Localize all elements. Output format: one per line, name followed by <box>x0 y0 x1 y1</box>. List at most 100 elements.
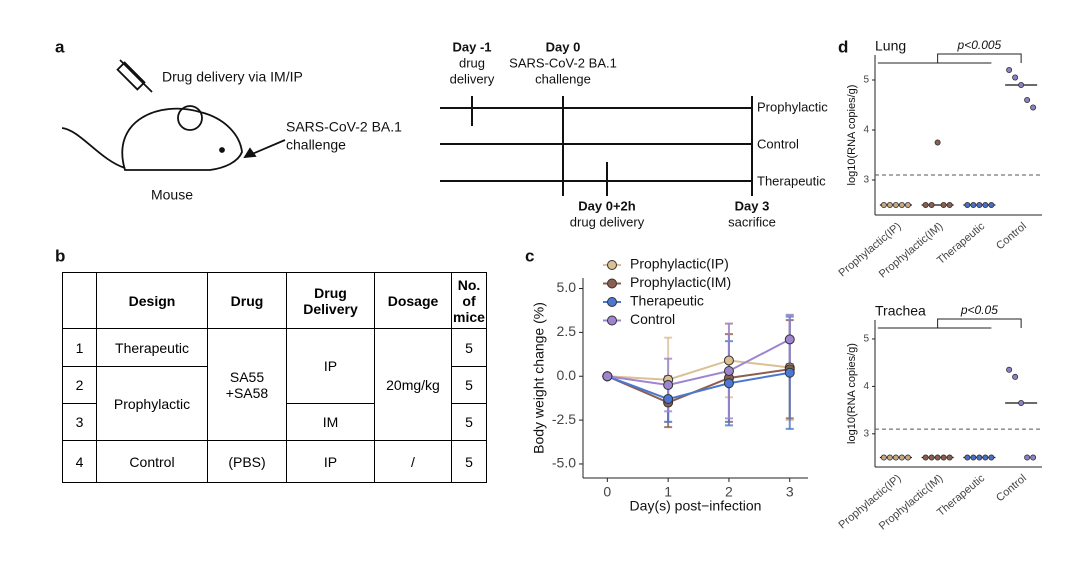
point <box>784 367 795 378</box>
header-cell: Drug Delivery <box>286 272 375 329</box>
timeline <box>440 96 753 196</box>
y-tick-label: 5.0 <box>557 279 577 295</box>
legend-label: Prophylactic(IM) <box>630 274 731 290</box>
diagram-text: SARS-CoV-2 BA.1 <box>286 119 402 135</box>
bracket <box>937 318 1022 328</box>
point <box>898 201 905 208</box>
y-tick-label: 4 <box>863 125 869 136</box>
cell: 20mg/kg <box>374 328 452 441</box>
group-label: Prophylactic <box>757 99 828 114</box>
point <box>1030 104 1037 111</box>
panel-label: d <box>838 37 848 56</box>
x-tick-label: 3 <box>786 484 794 500</box>
point <box>940 201 947 208</box>
cell: 2 <box>62 366 97 404</box>
diagram-text: Drug delivery via IM/IP <box>162 69 303 85</box>
point <box>988 454 995 461</box>
y-tick-label: -5.0 <box>552 455 576 471</box>
point <box>934 139 941 146</box>
legend-marker <box>607 315 617 326</box>
point <box>904 454 911 461</box>
cell: Control <box>96 440 208 483</box>
bracket <box>937 53 1022 63</box>
point <box>1018 399 1025 406</box>
point <box>880 201 887 208</box>
panel-label: a <box>55 37 65 56</box>
y-tick-label: 3 <box>863 428 869 439</box>
cell: 5 <box>451 366 487 404</box>
x-tick-label: Control <box>994 472 1029 504</box>
x-tick-label: 1 <box>664 484 672 500</box>
cell: 5 <box>451 403 487 441</box>
design-table: Design Drug Drug Delivery Dosage No. of … <box>62 272 487 483</box>
point <box>976 201 983 208</box>
annotation: p<0.05 <box>960 303 998 317</box>
header-cell: No. of mice <box>451 272 487 329</box>
header-cell: Drug <box>207 272 287 329</box>
cell: 1 <box>62 328 97 367</box>
point <box>784 334 795 345</box>
point <box>892 454 899 461</box>
point <box>982 201 989 208</box>
point <box>1006 366 1013 373</box>
cell: (PBS) <box>207 440 287 483</box>
y-axis-label: log10(RNA copies/g) <box>846 343 858 444</box>
point <box>886 454 893 461</box>
point <box>964 454 971 461</box>
y-tick-label: 4 <box>863 381 869 392</box>
point <box>922 454 929 461</box>
point <box>1030 454 1037 461</box>
panel-title: Lung <box>875 38 906 54</box>
timeline-label: Day 0+2h <box>578 198 636 213</box>
cell: / <box>374 440 452 483</box>
x-tick-label: 2 <box>725 484 733 500</box>
cell: IM <box>286 403 375 441</box>
cell: 5 <box>451 440 487 483</box>
panel-title: Trachea <box>875 303 926 319</box>
y-axis-label: log10(RNA copies/g) <box>846 85 858 186</box>
point <box>928 454 935 461</box>
timeline-note: challenge <box>535 71 591 86</box>
diagram-text: challenge <box>286 137 346 153</box>
timeline-label: Day 0 <box>546 39 581 54</box>
point <box>1024 454 1031 461</box>
point <box>723 365 734 376</box>
point <box>663 394 674 405</box>
point <box>886 201 893 208</box>
point <box>940 454 947 461</box>
y-tick-label: 5 <box>863 334 869 345</box>
y-axis-label: Body weight change (%) <box>531 302 547 454</box>
y-tick-label: 3 <box>863 175 869 186</box>
header-cell: Design <box>96 272 208 329</box>
diagram-text: Mouse <box>151 187 193 203</box>
legend-label: Therapeutic <box>630 293 704 309</box>
timeline-note: drug <box>459 55 485 70</box>
cell: 3 <box>62 403 97 441</box>
cell: Prophylactic <box>96 366 208 441</box>
timeline-label: Day -1 <box>452 39 491 54</box>
legend-marker <box>607 260 617 270</box>
header-cell: Dosage <box>374 272 452 329</box>
legend-label: Prophylactic(IP) <box>630 256 729 272</box>
point <box>946 454 953 461</box>
cell: 4 <box>62 440 97 483</box>
point <box>970 201 977 208</box>
point <box>1024 97 1031 104</box>
legend-marker <box>607 297 617 307</box>
point <box>723 355 734 366</box>
x-tick-label: Control <box>994 220 1029 252</box>
y-tick-label: -2.5 <box>552 411 576 427</box>
series-line <box>607 359 790 381</box>
mouse-drawing <box>61 59 286 171</box>
point <box>976 454 983 461</box>
point <box>904 201 911 208</box>
point <box>982 454 989 461</box>
point <box>663 380 674 391</box>
point <box>970 454 977 461</box>
group-label: Therapeutic <box>757 173 826 188</box>
point <box>922 201 929 208</box>
cell: IP <box>286 328 375 404</box>
legend-label: Control <box>630 311 675 327</box>
